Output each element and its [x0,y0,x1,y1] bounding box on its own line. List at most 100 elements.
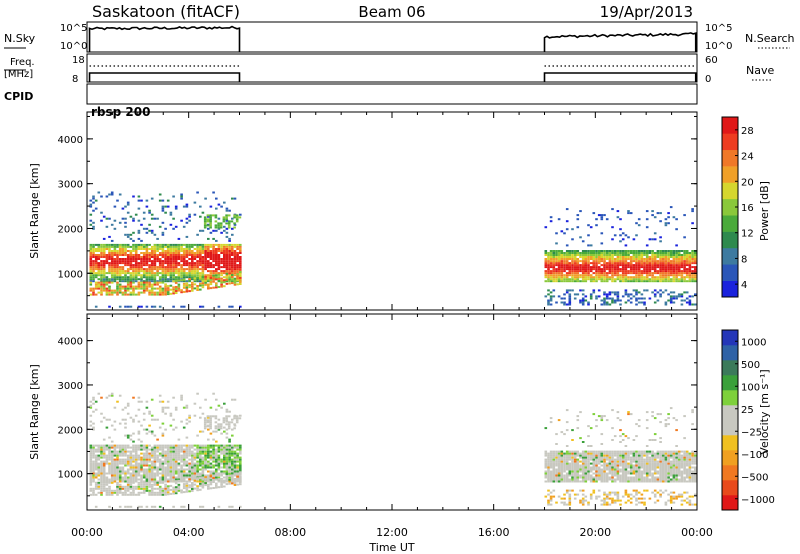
power-cell [635,293,638,296]
power-cell [97,250,101,252]
velocity-cell [126,470,130,473]
velocity-cell [94,466,98,469]
power-cell [204,274,207,277]
power-cell [188,272,191,275]
velocity-cell [100,470,103,473]
power-cell [589,276,593,279]
power-cell [565,268,569,271]
power-cell [563,268,566,271]
power-cell [597,214,601,217]
nsky-tick-bottom: 10^0 [60,41,87,52]
power-cell [581,258,585,260]
power-cell [592,276,596,279]
velocity-cell [124,487,127,490]
power-cell [603,276,606,279]
power-cell [182,250,186,252]
power-cell [677,252,681,254]
power-cell [627,264,630,267]
velocity-cell [116,493,119,496]
power-cell [212,260,215,263]
power-cell [207,285,210,288]
power-cell [549,264,553,267]
power-cell [132,258,135,260]
power-cell [132,245,135,248]
velocity-cell [637,464,641,467]
velocity-cell [180,444,183,447]
power-cell [579,270,582,273]
power-cell [231,258,234,260]
power-cell [134,260,138,263]
power-cell [161,276,165,279]
velocity-cell [573,456,577,459]
velocity-cell [616,470,620,473]
velocity-cell [568,493,572,496]
velocity-cell [110,470,114,473]
power-cell [153,252,157,254]
velocity-cell [142,485,146,488]
velocity-cell [153,434,157,437]
power-cell [92,225,95,228]
power-cell [142,256,146,258]
power-cell [571,238,574,241]
power-cell [161,254,165,256]
power-cell [619,258,622,260]
power-cell [555,250,558,252]
velocity-cell [611,476,614,479]
power-cell [589,274,593,277]
power-cell [659,260,662,263]
velocity-cell [595,425,598,428]
power-cell [589,244,593,247]
power-cell [640,297,644,300]
power-cell [92,268,95,271]
power-cell [148,270,151,273]
velocity-cell [568,466,572,469]
velocity-cell [597,470,601,473]
velocity-cell [651,468,654,471]
velocity-cell [573,470,577,473]
power-cell [215,274,218,277]
power-cell [164,260,167,263]
power-cell [212,280,215,283]
velocity-cell [110,491,114,494]
power-cell [680,276,684,279]
power-cell [113,262,117,265]
velocity-cell [579,456,582,459]
velocity-cell [150,456,154,459]
velocity-cell [544,460,548,463]
velocity-cell [613,480,617,483]
velocity-cell [616,472,620,475]
power-cell [667,272,670,275]
power-cell [659,289,662,292]
power-cell [600,214,604,217]
power-cell [105,287,109,290]
power-cell [102,283,106,286]
velocity-cell [616,499,620,502]
velocity-cell [228,458,231,461]
power-cell [215,282,218,285]
velocity-cell [637,425,641,428]
velocity-cell [571,450,574,453]
velocity-cell [113,428,117,431]
velocity-cell [600,480,604,483]
velocity-cell [613,470,617,473]
power-cell [153,278,157,281]
velocity-cell [576,476,580,479]
velocity-cell [188,446,191,449]
power-cell [204,275,207,278]
power-cell [182,278,186,281]
power-cell [199,305,202,308]
power-cell [172,270,175,273]
velocity-cell [645,462,649,465]
velocity-cell [199,448,202,451]
power-cell [89,223,93,226]
power-cell [148,285,151,288]
velocity-cell [172,476,175,479]
power-cell [643,301,646,304]
power-cell [100,280,103,283]
power-cell [137,268,141,271]
velocity-cell [196,448,199,451]
velocity-cell [231,468,234,471]
power-cell [555,272,558,275]
velocity-cell [89,444,93,447]
velocity-cell [563,503,566,506]
